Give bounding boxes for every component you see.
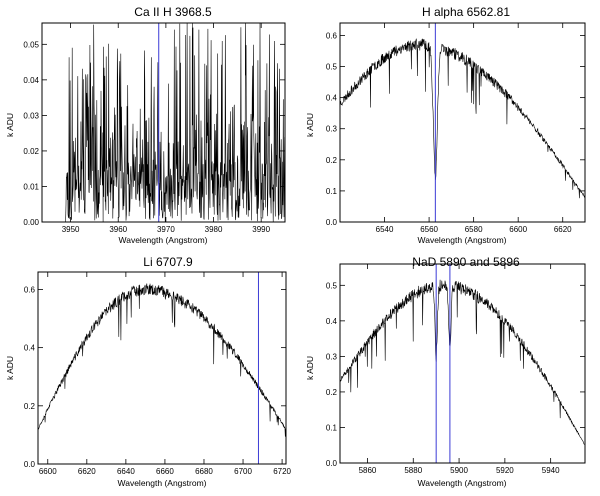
plot-frame — [41, 22, 286, 223]
spectrum-series — [339, 279, 586, 445]
panel-ca-ii-h: Ca II H 3968.5 3950 3960 3970 3980 3990 0.00 0… — [5, 5, 286, 245]
panel-nad: NaD 5890 and 5896 5860 5880 5900 5920 5940 0.… — [305, 255, 586, 488]
x-tick-label: 6700 — [234, 467, 252, 476]
panel-li: Li 6707.9 6600 6620 6640 6660 6680 6700 6720 0.… — [5, 255, 292, 488]
y-tick-label: 0.02 — [23, 147, 39, 156]
y-tick-label: 0.3 — [326, 352, 338, 361]
x-tick-label: 5920 — [496, 466, 514, 475]
x-tick-label: 3990 — [252, 225, 270, 234]
x-tick-label: 6620 — [78, 467, 96, 476]
panel-title: NaD 5890 and 5896 — [412, 255, 520, 269]
x-axis-label: Wavelength (Angstrom) — [118, 478, 207, 488]
y-tick-label: 0.05 — [23, 40, 39, 49]
x-tick-label: 3980 — [205, 225, 223, 234]
y-axis-label: k ADU — [305, 113, 315, 137]
plot-area: 5860 5880 5900 5920 5940 0.0 0.1 0.2 0.3 0.4 0.5 — [326, 264, 586, 475]
panel-title: Ca II H 3968.5 — [134, 5, 212, 19]
x-tick-label: 3950 — [62, 225, 80, 234]
y-axis-label: k ADU — [305, 356, 315, 380]
y-tick-label: 0.04 — [23, 76, 39, 85]
x-tick-label: 6660 — [156, 467, 174, 476]
y-tick-label: 0.3 — [326, 125, 338, 134]
y-tick-label: 0.4 — [326, 94, 338, 103]
spectrum-series — [42, 22, 286, 223]
x-tick-label: 6560 — [420, 225, 438, 234]
y-tick-label: 0.2 — [326, 388, 338, 397]
y-tick-label: 0.00 — [23, 218, 39, 227]
x-axis-label: Wavelength (Angstrom) — [418, 235, 507, 245]
x-tick-label: 6540 — [376, 225, 394, 234]
plot-area: 3950 3960 3970 3980 3990 0.00 0.01 0.02 0.03 0.04… — [23, 22, 286, 234]
y-tick-label: 0.4 — [24, 344, 36, 353]
x-tick-label: 6680 — [195, 467, 213, 476]
y-tick-label: 0.6 — [24, 285, 36, 294]
x-tick-label: 6600 — [39, 467, 57, 476]
x-tick-label: 5860 — [359, 466, 377, 475]
x-tick-label: 3960 — [109, 225, 127, 234]
y-tick-label: 0.2 — [24, 402, 36, 411]
x-tick-label: 5880 — [404, 466, 422, 475]
y-tick-label: 0.1 — [326, 187, 338, 196]
y-tick-label: 0.5 — [326, 63, 338, 72]
y-tick-label: 0.01 — [23, 182, 39, 191]
x-axis-label: Wavelength (Angstrom) — [418, 478, 507, 488]
plot-frame — [339, 22, 586, 223]
plot-frame — [37, 271, 287, 465]
x-tick-label: 3970 — [157, 225, 175, 234]
x-tick-label: 5900 — [450, 466, 468, 475]
x-axis-label: Wavelength (Angstrom) — [119, 235, 208, 245]
plot-area: 6540 6560 6580 6600 6620 0.0 0.1 0.2 0.3 0.4 0.5 0.… — [326, 23, 586, 234]
y-axis-label: k ADU — [5, 113, 15, 137]
x-tick-label: 5940 — [542, 466, 560, 475]
x-tick-label: 6620 — [554, 225, 572, 234]
y-tick-label: 0.0 — [326, 459, 338, 468]
y-tick-label: 0.0 — [24, 460, 36, 469]
panel-title: Li 6707.9 — [143, 255, 193, 269]
y-tick-label: 0.0 — [326, 218, 338, 227]
y-tick-label: 0.4 — [326, 317, 338, 326]
y-tick-label: 0.03 — [23, 111, 39, 120]
panel-h-alpha: H alpha 6562.81 6540 6560 6580 6600 6620 0.0 0… — [305, 5, 586, 245]
x-tick-label: 6600 — [509, 225, 527, 234]
panel-title: H alpha 6562.81 — [422, 5, 510, 19]
y-tick-label: 0.6 — [326, 31, 338, 40]
y-tick-label: 0.5 — [326, 281, 338, 290]
spectrum-series — [37, 283, 287, 437]
spectrum-series — [339, 38, 586, 199]
x-tick-label: 6580 — [465, 225, 483, 234]
plot-frame — [339, 263, 586, 464]
x-tick-label: 6640 — [117, 467, 135, 476]
y-axis-label: k ADU — [5, 356, 15, 380]
x-tick-label: 6720 — [273, 467, 291, 476]
plot-area: 6600 6620 6640 6660 6680 6700 6720 0.0 0.2 0.4 0.6 — [24, 272, 292, 476]
y-tick-label: 0.2 — [326, 156, 338, 165]
y-tick-label: 0.1 — [326, 423, 338, 432]
